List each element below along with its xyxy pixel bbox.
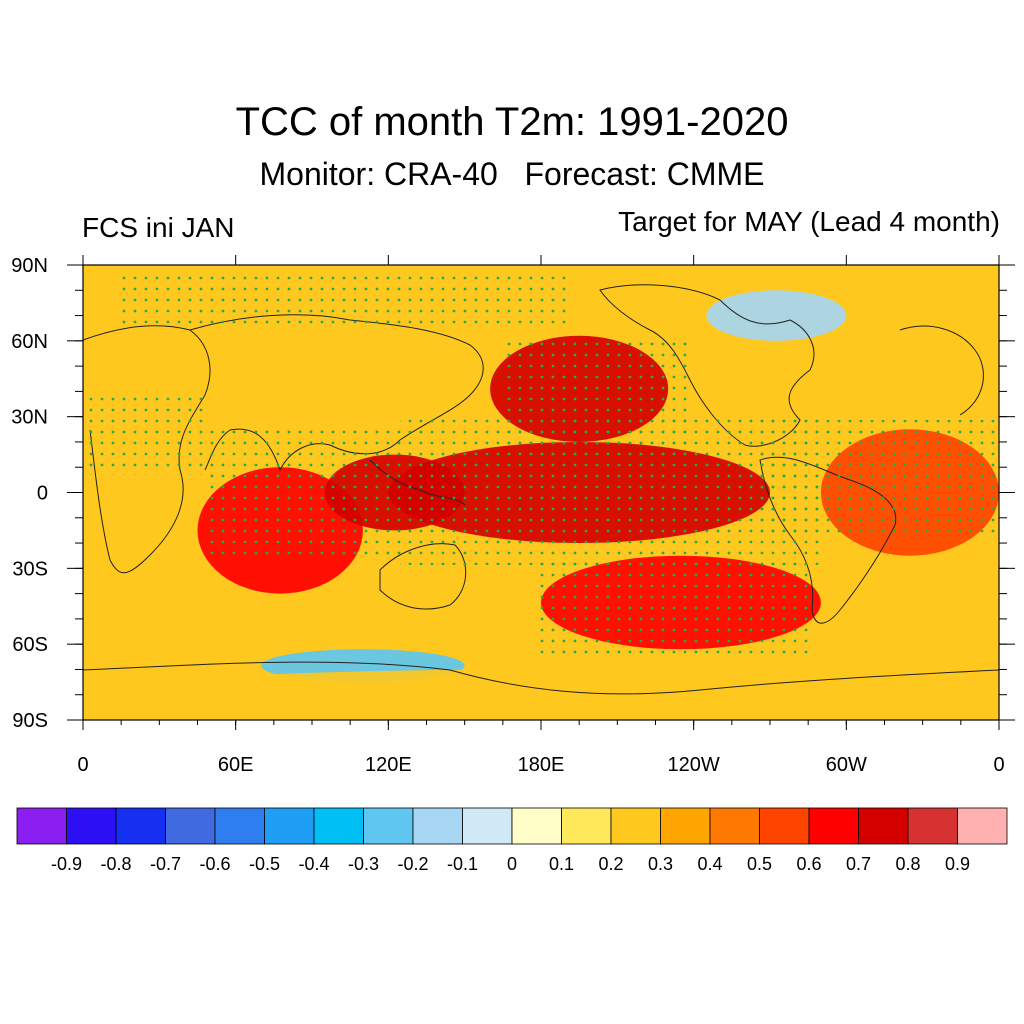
colorbar-swatch bbox=[313, 807, 364, 845]
colorbar-swatch bbox=[115, 807, 166, 845]
colorbar-swatch bbox=[907, 807, 958, 845]
colorbar-label: 0.6 bbox=[796, 854, 821, 874]
colorbar-swatch bbox=[511, 807, 562, 845]
colorbar-label: 0.8 bbox=[895, 854, 920, 874]
colorbar-label: 0.1 bbox=[549, 854, 574, 874]
colorbar-label: 0 bbox=[507, 854, 517, 874]
colorbar-swatch bbox=[16, 807, 67, 845]
region-antarctic-interior bbox=[83, 669, 999, 720]
colorbar-label: 0.5 bbox=[747, 854, 772, 874]
chart-title: TCC of month T2m: 1991-2020 bbox=[235, 100, 789, 144]
colorbar-swatch bbox=[165, 807, 216, 845]
colorbar-swatch bbox=[561, 807, 612, 845]
colorbar-swatch bbox=[462, 807, 513, 845]
colorbar-label: -0.6 bbox=[199, 854, 230, 874]
colorbar-label: -0.4 bbox=[298, 854, 329, 874]
colorbar-swatch bbox=[264, 807, 315, 845]
colorbar-label: -0.1 bbox=[447, 854, 478, 874]
colorbar-label: 0.2 bbox=[598, 854, 623, 874]
x-tick-label: 180E bbox=[518, 754, 565, 776]
colorbar-label: 0.9 bbox=[945, 854, 970, 874]
x-tick-label: 0 bbox=[993, 754, 1004, 776]
colorbar-label: -0.5 bbox=[249, 854, 280, 874]
x-tick-label: 120W bbox=[668, 754, 720, 776]
colorbar-swatch bbox=[214, 807, 265, 845]
colorbar-label: 0.4 bbox=[697, 854, 722, 874]
y-tick-label: 90S bbox=[12, 710, 48, 732]
y-tick-label: 90N bbox=[11, 255, 48, 277]
colorbar-swatch bbox=[412, 807, 463, 845]
axes: 0 60E 120E 180E 120W 60W 0 90S 60S 30S 0 30N 60N 90N bbox=[11, 255, 1015, 776]
colorbar: -0.9 -0.8 -0.7 -0.6 -0.5 -0.4 -0.3 -0.2 -0.1 0 0.1… bbox=[16, 807, 1008, 874]
region-canadian-arctic bbox=[706, 290, 847, 341]
initial-time-label: FCS ini JAN bbox=[82, 212, 235, 243]
y-tick-label: 60S bbox=[12, 634, 48, 656]
colorbar-label: -0.2 bbox=[397, 854, 428, 874]
chart-subtitle: Monitor: CRA-40 Forecast: CMME bbox=[259, 156, 765, 192]
colorbar-swatch bbox=[610, 807, 661, 845]
x-tick-label: 60W bbox=[826, 754, 867, 776]
y-tick-label: 30S bbox=[12, 558, 48, 580]
colorbar-swatch bbox=[709, 807, 760, 845]
colorbar-label: 0.7 bbox=[846, 854, 871, 874]
colorbar-label: -0.9 bbox=[51, 854, 82, 874]
significance-stipple bbox=[83, 270, 999, 660]
colorbar-swatch bbox=[660, 807, 711, 845]
colorbar-label: 0.3 bbox=[648, 854, 673, 874]
colorbar-swatch bbox=[957, 807, 1008, 845]
x-tick-label: 0 bbox=[77, 754, 88, 776]
colorbar-label: -0.8 bbox=[100, 854, 131, 874]
colorbar-swatch bbox=[363, 807, 414, 845]
colorbar-label: -0.3 bbox=[348, 854, 379, 874]
x-tick-label: 60E bbox=[218, 754, 254, 776]
colorbar-swatch bbox=[759, 807, 810, 845]
colorbar-swatch bbox=[858, 807, 909, 845]
x-tick-label: 120E bbox=[365, 754, 412, 776]
colorbar-label: -0.7 bbox=[150, 854, 181, 874]
y-tick-label: 30N bbox=[11, 407, 48, 429]
y-tick-label: 60N bbox=[11, 331, 48, 353]
y-tick-label: 0 bbox=[37, 483, 48, 505]
target-label: Target for MAY (Lead 4 month) bbox=[618, 206, 1000, 237]
colorbar-swatch bbox=[808, 807, 859, 845]
colorbar-swatch bbox=[66, 807, 117, 845]
correlation-map bbox=[83, 265, 999, 720]
